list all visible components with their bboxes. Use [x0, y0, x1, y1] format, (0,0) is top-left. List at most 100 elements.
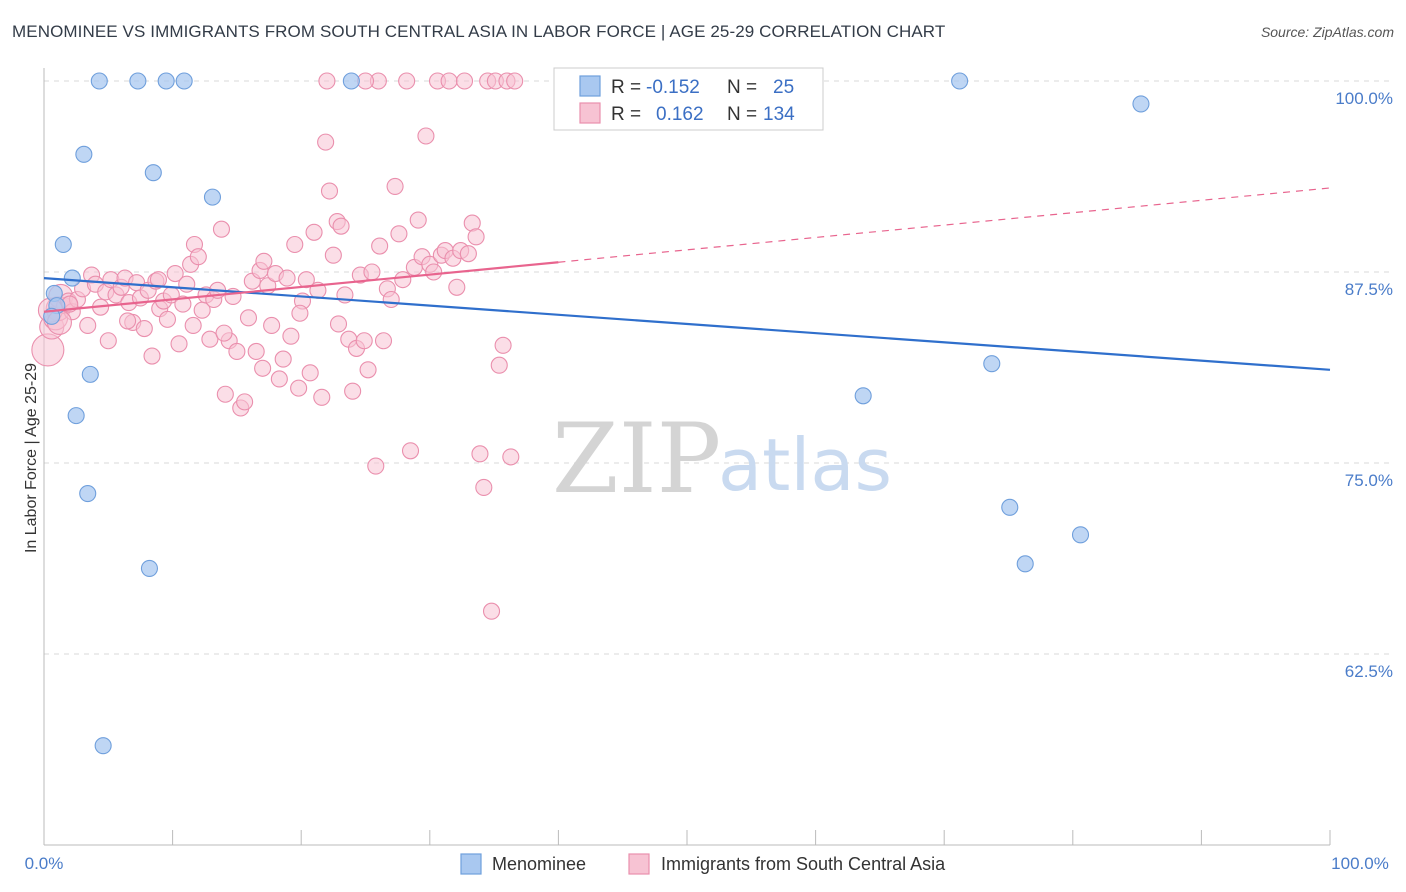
point-immigrants-83 — [367, 457, 385, 475]
point-immigrants-107 — [459, 245, 477, 263]
point-immigrants-77 — [344, 382, 362, 400]
point-immigrants-102 — [440, 72, 458, 90]
point-menominee-23 — [1016, 555, 1034, 573]
point-immigrants-10 — [79, 316, 97, 335]
point-immigrants-61 — [282, 327, 300, 345]
point-immigrants-59 — [274, 350, 292, 368]
point-immigrants-82 — [363, 263, 381, 281]
y-tick-label-87.5: 87.5% — [1345, 280, 1393, 299]
point-immigrants-88 — [386, 177, 404, 195]
point-immigrants-91 — [398, 72, 416, 90]
point-immigrants-122 — [318, 72, 336, 90]
legend-label-menominee: Menominee — [492, 854, 586, 874]
point-immigrants-116 — [494, 336, 512, 354]
point-menominee-17 — [342, 72, 360, 90]
point-menominee-8 — [79, 485, 97, 503]
gridlines — [44, 80, 1392, 655]
point-menominee-24 — [1071, 526, 1090, 544]
chart-title: MENOMINEE VS IMMIGRANTS FROM SOUTH CENTR… — [12, 22, 946, 41]
point-immigrants-71 — [320, 182, 339, 200]
point-immigrants-43 — [212, 220, 231, 238]
stats-r-label-pink: R = — [611, 104, 641, 125]
point-immigrants-58 — [270, 370, 288, 388]
point-menominee-4 — [63, 269, 81, 287]
point-immigrants-113 — [482, 602, 501, 620]
point-immigrants-63 — [290, 379, 308, 397]
y-tick-label-100: 100.0% — [1335, 89, 1393, 108]
point-immigrants-60 — [278, 269, 296, 287]
point-menominee-7 — [81, 365, 99, 383]
stats-r-value-pink: 0.162 — [656, 104, 704, 125]
y-tick-labels: 62.5% 75.0% 87.5% 100.0% — [1335, 89, 1393, 681]
point-immigrants-87 — [382, 290, 400, 309]
point-immigrants-119 — [506, 72, 524, 90]
point-immigrants-54 — [255, 252, 273, 270]
y-tick-label-75: 75.0% — [1345, 471, 1393, 490]
stats-n-label-pink: N = — [727, 104, 757, 125]
y-axis-label: In Labor Force | Age 25-29 — [23, 363, 40, 553]
point-immigrants-52 — [247, 342, 265, 361]
point-menominee-10 — [129, 72, 147, 90]
source-credit: Source: ZipAtlas.com — [1260, 24, 1394, 40]
series-immigrants-points — [31, 72, 524, 620]
point-immigrants-130 — [215, 324, 233, 342]
stats-n-value-pink: 134 — [763, 104, 795, 125]
point-immigrants-23 — [135, 319, 153, 338]
point-menominee-18 — [951, 72, 969, 90]
legend-swatch-immigrants — [628, 853, 650, 875]
point-immigrants-96 — [417, 127, 435, 145]
stats-r-label-blue: R = — [611, 77, 641, 98]
point-immigrants-50 — [239, 309, 258, 327]
point-immigrants-115 — [490, 356, 508, 374]
point-immigrants-31 — [166, 264, 184, 283]
point-immigrants-33 — [174, 295, 192, 313]
point-immigrants-111 — [475, 478, 493, 496]
point-immigrants-92 — [401, 442, 420, 460]
stats-legend-box: R = -0.152 N = 25 R = 0.162 N = 134 — [553, 67, 824, 131]
point-immigrants-66 — [301, 364, 319, 382]
stats-r-value-blue: -0.152 — [646, 77, 700, 98]
point-menominee-11 — [157, 72, 175, 90]
x-ticks — [43, 830, 1331, 845]
point-menominee-20 — [983, 355, 1001, 373]
bottom-legend: Menominee Immigrants from South Central … — [460, 853, 946, 875]
point-menominee-15 — [140, 559, 159, 577]
point-immigrants-74 — [332, 217, 350, 235]
point-menominee-12 — [175, 72, 193, 90]
point-immigrants-133 — [329, 315, 348, 333]
y-tick-label-62.5: 62.5% — [1345, 662, 1393, 681]
point-immigrants-69 — [313, 388, 331, 406]
point-immigrants-104 — [448, 278, 466, 296]
point-immigrants-110 — [471, 445, 489, 463]
point-immigrants-65 — [297, 271, 315, 289]
trend-immigrants-solid — [43, 261, 559, 313]
point-menominee-14 — [203, 188, 222, 206]
point-menominee-13 — [144, 164, 162, 182]
point-menominee-21 — [854, 387, 872, 405]
point-immigrants-109 — [467, 228, 485, 246]
point-menominee-9 — [90, 72, 108, 90]
point-immigrants-126 — [99, 332, 117, 350]
point-immigrants-32 — [170, 335, 188, 353]
point-immigrants-47 — [228, 342, 246, 361]
point-immigrants-80 — [355, 332, 373, 350]
trend-immigrants-dashed — [558, 187, 1331, 263]
x-tick-label-100: 100.0% — [1331, 854, 1389, 873]
point-immigrants-56 — [263, 316, 281, 335]
point-menominee-5 — [75, 145, 93, 163]
point-menominee-6 — [67, 407, 85, 425]
point-immigrants-85 — [374, 332, 393, 350]
point-immigrants-29 — [158, 310, 177, 328]
point-immigrants-25 — [143, 347, 161, 365]
watermark-zip: ZIP — [552, 403, 721, 515]
watermark: ZIP atlas — [552, 403, 892, 515]
point-immigrants-128 — [149, 271, 168, 289]
stats-swatch-blue — [579, 75, 601, 97]
point-immigrants-37 — [189, 248, 207, 266]
stats-n-label-blue: N = — [727, 77, 757, 98]
point-immigrants-106 — [455, 72, 474, 90]
x-tick-label-0: 0.0% — [25, 854, 64, 873]
point-immigrants-132 — [291, 304, 309, 322]
point-immigrants-70 — [317, 133, 335, 151]
